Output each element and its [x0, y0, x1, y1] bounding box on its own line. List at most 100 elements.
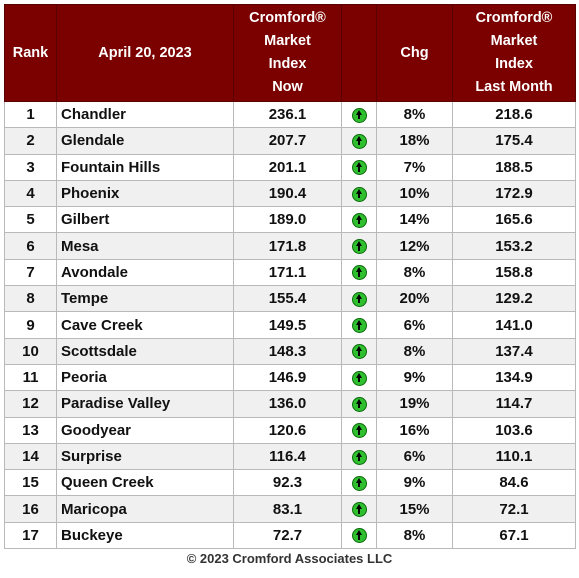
table-row: 17 Buckeye 72.7 8% 67.1 [4, 521, 576, 550]
chg-cell: 12% [376, 232, 453, 260]
index-last-cell: 175.4 [452, 127, 576, 155]
index-now-cell: 171.1 [233, 258, 342, 287]
header-now-line-1: Cromford® [249, 10, 326, 26]
table-row: 1 Chandler 236.1 8% 218.6 [4, 100, 576, 129]
index-now-cell: 83.1 [233, 495, 342, 523]
header-date: April 20, 2023 [56, 4, 234, 102]
chg-cell: 9% [376, 469, 453, 497]
index-last-cell: 114.7 [452, 390, 576, 418]
header-rank: Rank [4, 4, 57, 102]
table-row: 11 Peoria 146.9 9% 134.9 [4, 363, 576, 392]
chg-cell: 18% [376, 127, 453, 155]
trend-cell [341, 521, 377, 550]
trend-cell [341, 179, 377, 208]
header-now-line-2: Market [264, 33, 311, 49]
city-cell: Glendale [56, 127, 234, 155]
chg-cell: 8% [376, 521, 453, 550]
up-arrow-icon [351, 212, 367, 228]
chg-cell: 10% [376, 179, 453, 208]
chg-cell: 8% [376, 337, 453, 365]
market-index-table: Rank April 20, 2023 Cromford® Market Ind… [4, 4, 576, 550]
header-icon [341, 4, 377, 102]
table-row: 12 Paradise Valley 136.0 19% 114.7 [4, 390, 576, 418]
trend-cell [341, 390, 377, 418]
up-arrow-icon [351, 344, 367, 360]
index-now-cell: 148.3 [233, 337, 342, 365]
rank-cell: 2 [4, 127, 57, 155]
trend-cell [341, 127, 377, 155]
header-chg: Chg [376, 4, 453, 102]
index-last-cell: 129.2 [452, 285, 576, 313]
table-row: 3 Fountain Hills 201.1 7% 188.5 [4, 153, 576, 181]
copyright-footer: © 2023 Cromford Associates LLC [186, 551, 393, 567]
rank-cell: 3 [4, 153, 57, 181]
rank-cell: 11 [4, 363, 57, 392]
table-row: 15 Queen Creek 92.3 9% 84.6 [4, 469, 576, 497]
table-row: 9 Cave Creek 149.5 6% 141.0 [4, 311, 576, 339]
index-now-cell: 92.3 [233, 469, 342, 497]
header-last-line-1: Cromford® [475, 10, 553, 26]
index-now-cell: 116.4 [233, 442, 342, 471]
index-now-cell: 207.7 [233, 127, 342, 155]
rank-cell: 16 [4, 495, 57, 523]
up-arrow-icon [351, 239, 367, 255]
table-row: 7 Avondale 171.1 8% 158.8 [4, 258, 576, 287]
trend-cell [341, 311, 377, 339]
rank-cell: 10 [4, 337, 57, 365]
rank-cell: 13 [4, 416, 57, 444]
up-arrow-icon [351, 475, 367, 491]
header-last-line-3: Index [495, 56, 533, 72]
rank-cell: 6 [4, 232, 57, 260]
trend-cell [341, 469, 377, 497]
city-cell: Scottsdale [56, 337, 234, 365]
index-last-cell: 153.2 [452, 232, 576, 260]
city-cell: Phoenix [56, 179, 234, 208]
chg-cell: 19% [376, 390, 453, 418]
index-last-cell: 67.1 [452, 521, 576, 550]
table-row: 5 Gilbert 189.0 14% 165.6 [4, 206, 576, 234]
index-now-cell: 146.9 [233, 363, 342, 392]
city-cell: Goodyear [56, 416, 234, 444]
trend-cell [341, 206, 377, 234]
index-last-cell: 218.6 [452, 100, 576, 129]
rank-cell: 15 [4, 469, 57, 497]
up-arrow-icon [351, 528, 367, 544]
up-arrow-icon [351, 370, 367, 386]
index-last-cell: 158.8 [452, 258, 576, 287]
index-last-cell: 137.4 [452, 337, 576, 365]
trend-cell [341, 442, 377, 471]
index-last-cell: 172.9 [452, 179, 576, 208]
chg-cell: 16% [376, 416, 453, 444]
city-cell: Mesa [56, 232, 234, 260]
header-now-line-4: Now [272, 79, 303, 95]
up-arrow-icon [351, 186, 367, 202]
rank-cell: 5 [4, 206, 57, 234]
index-last-cell: 188.5 [452, 153, 576, 181]
chg-cell: 8% [376, 100, 453, 129]
index-now-cell: 171.8 [233, 232, 342, 260]
rank-cell: 4 [4, 179, 57, 208]
city-cell: Gilbert [56, 206, 234, 234]
up-arrow-icon [351, 107, 367, 123]
index-last-cell: 141.0 [452, 311, 576, 339]
index-now-cell: 72.7 [233, 521, 342, 550]
city-cell: Chandler [56, 100, 234, 129]
city-cell: Peoria [56, 363, 234, 392]
up-arrow-icon [351, 291, 367, 307]
rank-cell: 14 [4, 442, 57, 471]
index-last-cell: 72.1 [452, 495, 576, 523]
chg-cell: 15% [376, 495, 453, 523]
index-last-cell: 134.9 [452, 363, 576, 392]
trend-cell [341, 100, 377, 129]
index-now-cell: 190.4 [233, 179, 342, 208]
chg-cell: 14% [376, 206, 453, 234]
city-cell: Surprise [56, 442, 234, 471]
up-arrow-icon [351, 502, 367, 518]
up-arrow-icon [351, 133, 367, 149]
index-last-cell: 84.6 [452, 469, 576, 497]
table-row: 2 Glendale 207.7 18% 175.4 [4, 127, 576, 155]
up-arrow-icon [351, 160, 367, 176]
index-now-cell: 201.1 [233, 153, 342, 181]
index-now-cell: 149.5 [233, 311, 342, 339]
header-row: Rank April 20, 2023 Cromford® Market Ind… [4, 4, 576, 102]
